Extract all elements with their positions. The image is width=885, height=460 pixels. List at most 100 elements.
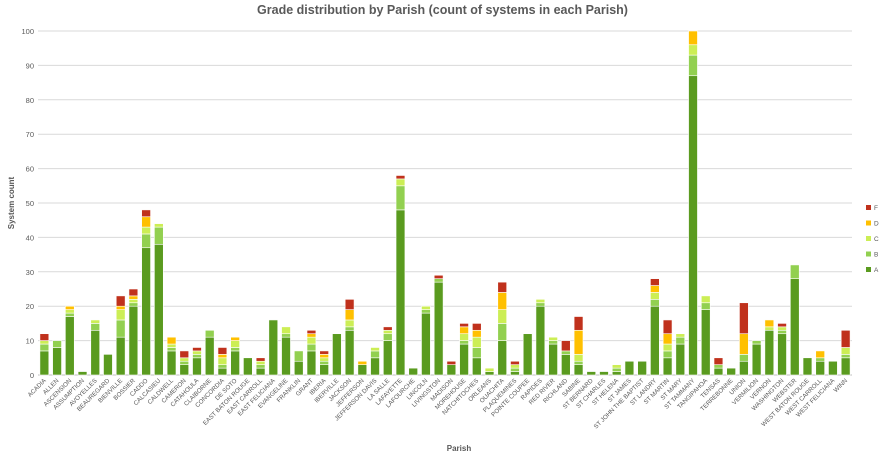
bar-segment-B: [675, 336, 686, 345]
bar-segment-C: [497, 309, 507, 324]
bar-segment-D: [141, 216, 151, 228]
y-tick-label: 30: [26, 268, 34, 277]
bar-segment-B: [204, 329, 215, 338]
bar-segment-A: [484, 371, 495, 376]
bar-segment-B: [319, 360, 329, 365]
bar-segment-D: [166, 336, 177, 345]
y-tick-label: 50: [26, 199, 34, 208]
bar-segment-D: [306, 333, 317, 338]
y-tick-label: 70: [26, 130, 34, 139]
bar-segment-F: [777, 323, 787, 328]
bar-segment-A: [204, 336, 215, 376]
bar-segment-F: [561, 340, 571, 352]
bar-segment-A: [611, 371, 622, 376]
bar-segment-B: [115, 319, 126, 338]
bar-segment-C: [90, 319, 100, 324]
y-tick-label: 0: [30, 371, 34, 380]
bar-segment-A: [230, 350, 240, 376]
bar-segment-D: [662, 333, 673, 345]
bar-segment-C: [166, 343, 177, 348]
bar-segment-F: [662, 319, 673, 335]
bar-segment-F: [39, 333, 50, 341]
bar-segment-F: [497, 281, 507, 293]
bar-segment-A: [840, 357, 851, 376]
bar-segment-F: [306, 329, 317, 335]
bar-segment-A: [573, 364, 584, 376]
bar-segment-A: [637, 360, 647, 376]
bar-segment-C: [840, 347, 851, 355]
bar-segment-B: [688, 54, 698, 77]
bar-segment-B: [739, 354, 749, 362]
bar-segment-C: [395, 178, 406, 187]
bar-segment-A: [802, 357, 813, 376]
bar-segment-D: [739, 333, 749, 355]
bar-segment-A: [726, 367, 736, 376]
y-tick-label: 60: [26, 165, 34, 174]
bar-segment-F: [433, 274, 444, 279]
bar-segment-A: [344, 329, 355, 376]
legend-swatch-D: [866, 220, 871, 226]
y-axis-title: System count: [7, 176, 16, 229]
bar-segment-B: [790, 264, 800, 279]
bar-segment-F: [510, 360, 520, 365]
bar-segment-F: [650, 278, 660, 286]
bar-segment-A: [306, 350, 317, 376]
bar-segment-B: [154, 226, 164, 245]
bar-segment-B: [472, 347, 482, 359]
bar-segment-F: [217, 347, 228, 355]
bar-segment-C: [192, 350, 202, 355]
bar-segment-C: [141, 226, 151, 235]
bar-segment-A: [115, 336, 126, 376]
bar-segment-A: [179, 364, 190, 376]
bar-segment-A: [103, 354, 113, 376]
bar-segment-A: [650, 305, 660, 376]
bar-segment-D: [319, 354, 329, 359]
bar-segment-D: [815, 350, 825, 359]
bar-segment-C: [548, 336, 558, 341]
bar-segment-A: [408, 367, 418, 376]
bar-segment-A: [281, 336, 291, 376]
bar-segment-C: [65, 309, 75, 314]
bar-segment-D: [573, 329, 584, 355]
bar-segment-C: [459, 333, 469, 341]
bar-segment-A: [243, 357, 253, 376]
bar-segment-C: [154, 223, 164, 228]
bar-segment-C: [115, 309, 126, 321]
bar-segment-B: [255, 364, 266, 369]
bar-segment-D: [764, 319, 775, 328]
bar-segment-A: [77, 371, 88, 376]
bar-segment-A: [395, 209, 406, 376]
bar-segment-A: [65, 316, 75, 376]
bar-segment-C: [306, 336, 317, 345]
bar-segment-A: [828, 360, 838, 376]
bar-segment-A: [141, 247, 151, 376]
bar-segment-F: [128, 288, 139, 297]
bar-segment-B: [192, 354, 202, 359]
bar-segment-C: [383, 329, 393, 335]
bar-segment-B: [611, 367, 622, 372]
bar-segment-B: [421, 309, 431, 314]
bar-segment-C: [611, 364, 622, 369]
bar-segment-C: [255, 360, 266, 365]
bar-segment-C: [662, 343, 673, 352]
bar-segment-B: [751, 340, 762, 345]
bar-segment-A: [764, 329, 775, 376]
bar-segment-C: [128, 299, 139, 304]
bar-segment-F: [344, 299, 355, 310]
bar-segment-C: [510, 364, 520, 369]
bar-segment-A: [52, 347, 62, 376]
y-tick-label: 10: [26, 337, 34, 346]
bar-segment-A: [268, 319, 279, 376]
bar-segment-A: [128, 305, 139, 376]
bar-segment-B: [141, 233, 151, 249]
bar-segment-F: [459, 323, 469, 328]
bar-segment-A: [548, 343, 558, 376]
bar-segment-B: [179, 360, 190, 365]
bar-segment-A: [586, 371, 597, 376]
bar-segment-F: [383, 326, 393, 331]
x-axis-title: Parish: [447, 444, 472, 453]
y-tick-label: 100: [21, 27, 34, 36]
bar-segment-A: [357, 364, 368, 376]
bar-segment-C: [535, 299, 546, 304]
